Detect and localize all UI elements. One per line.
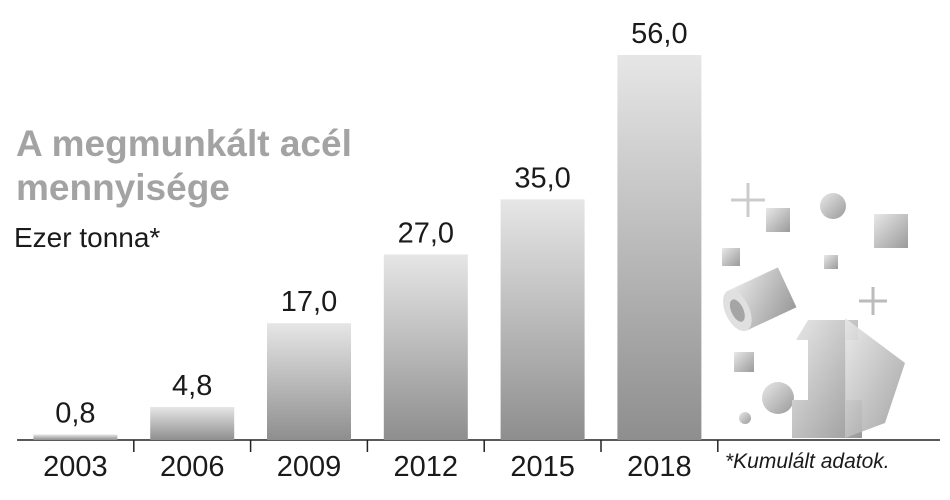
value-label: 17,0	[281, 286, 337, 318]
bar	[500, 199, 585, 440]
value-label: 4,8	[172, 370, 212, 402]
bar	[383, 254, 468, 440]
value-label: 35,0	[514, 162, 570, 194]
x-tick-label: 2003	[43, 451, 108, 483]
value-label: 0,8	[55, 398, 95, 430]
decoration	[722, 183, 908, 438]
x-tick-label: 2009	[277, 451, 342, 483]
x-tick-label: 2018	[627, 451, 692, 483]
bar	[617, 55, 702, 440]
chart-subtitle: Ezer tonna*	[14, 222, 161, 253]
x-tick-label: 2012	[394, 451, 459, 483]
value-label: 56,0	[631, 18, 687, 50]
x-tick-label: 2006	[160, 451, 225, 483]
bar	[33, 434, 118, 440]
chart-title: A megmunkált acél mennyisége	[16, 123, 352, 208]
value-label: 27,0	[398, 217, 454, 249]
x-tick-label: 2015	[510, 451, 575, 483]
bar	[150, 407, 235, 440]
bar	[267, 323, 351, 440]
footnote: *Kumulált adatok.	[725, 450, 890, 473]
